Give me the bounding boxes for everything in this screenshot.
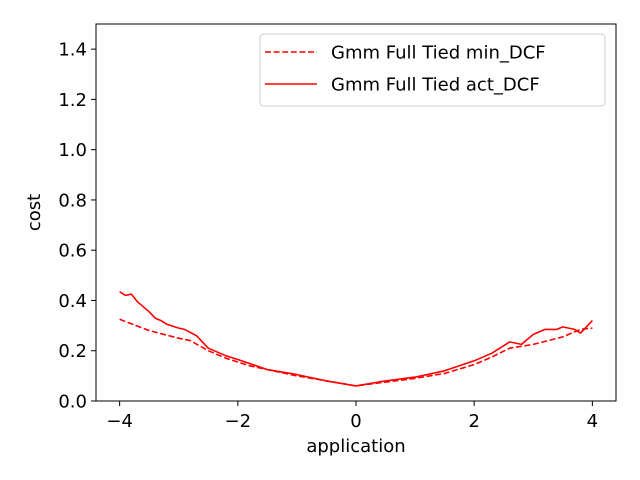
y-tick-label: 1.4 [58, 40, 87, 61]
series-layer [119, 291, 593, 387]
y-tick-label: 1.0 [58, 140, 87, 161]
legend-box [259, 33, 606, 107]
x-tick-label: 0 [350, 411, 361, 432]
series-line-2 [119, 291, 593, 387]
x-axis-title: application [306, 436, 405, 457]
y-tick-label: 0.4 [58, 291, 87, 312]
x-axis-ticks: −4 −2 0 2 4 [106, 401, 598, 432]
y-tick-label: 1.2 [58, 90, 87, 111]
y-axis-title: cost [24, 194, 45, 231]
y-axis-ticks: 0.0 0.2 0.4 0.6 0.8 1.0 1.2 1.4 [58, 40, 96, 413]
y-tick-label: 0.6 [58, 241, 87, 262]
x-tick-label: 2 [468, 411, 479, 432]
legend-label-2: Gmm Full Tied act_DCF [331, 75, 540, 96]
y-tick-label: 0.0 [58, 392, 87, 413]
legend: Gmm Full Tied min_DCF Gmm Full Tied act_D… [259, 33, 606, 107]
y-tick-label: 0.8 [58, 190, 87, 211]
x-tick-label: −4 [106, 411, 133, 432]
legend-label-1: Gmm Full Tied min_DCF [331, 43, 546, 64]
x-tick-label: −2 [225, 411, 252, 432]
y-tick-label: 0.2 [58, 341, 87, 362]
series-line-1 [119, 318, 593, 387]
x-tick-label: 4 [587, 411, 598, 432]
